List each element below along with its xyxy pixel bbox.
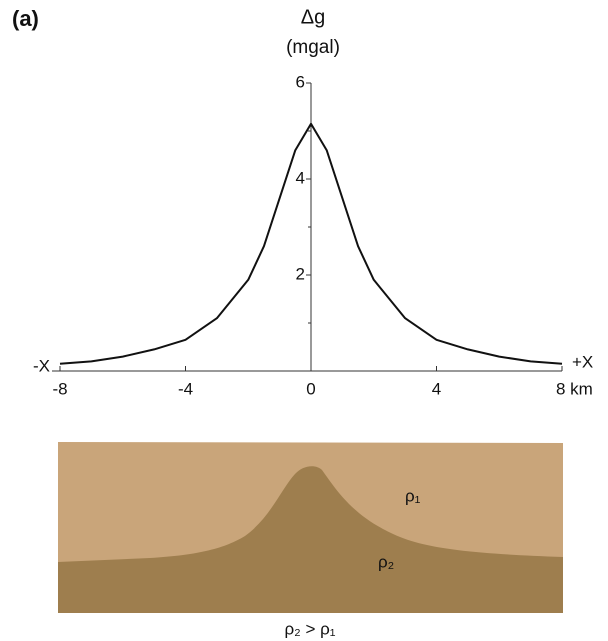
density-caption: ρ₂ > ρ₁ — [284, 619, 335, 638]
y-unit: (mgal) — [286, 37, 340, 58]
lower-layer — [58, 466, 563, 613]
x-tick-label: 0 — [306, 379, 315, 398]
y-label: Δg — [301, 6, 325, 28]
lower-density-label: ρ₂ — [378, 552, 394, 571]
cross-section: ρ₁ ρ₂ ρ₂ > ρ₁ — [58, 442, 563, 638]
x-left-label: -X — [33, 356, 50, 375]
x-tick-label: -4 — [178, 379, 193, 398]
upper-density-label: ρ₁ — [405, 486, 421, 505]
panel-label: (a) — [12, 6, 39, 31]
y-tick-label: 4 — [296, 168, 305, 187]
x-tick-label: 4 — [432, 379, 441, 398]
x-tick-label: 8 km — [556, 379, 593, 398]
y-tick-label: 2 — [296, 264, 305, 283]
curve — [59, 122, 563, 365]
x-right-label: +X — [572, 352, 593, 371]
x-tick-label: -8 — [52, 379, 67, 398]
y-tick-label: 6 — [296, 72, 305, 91]
